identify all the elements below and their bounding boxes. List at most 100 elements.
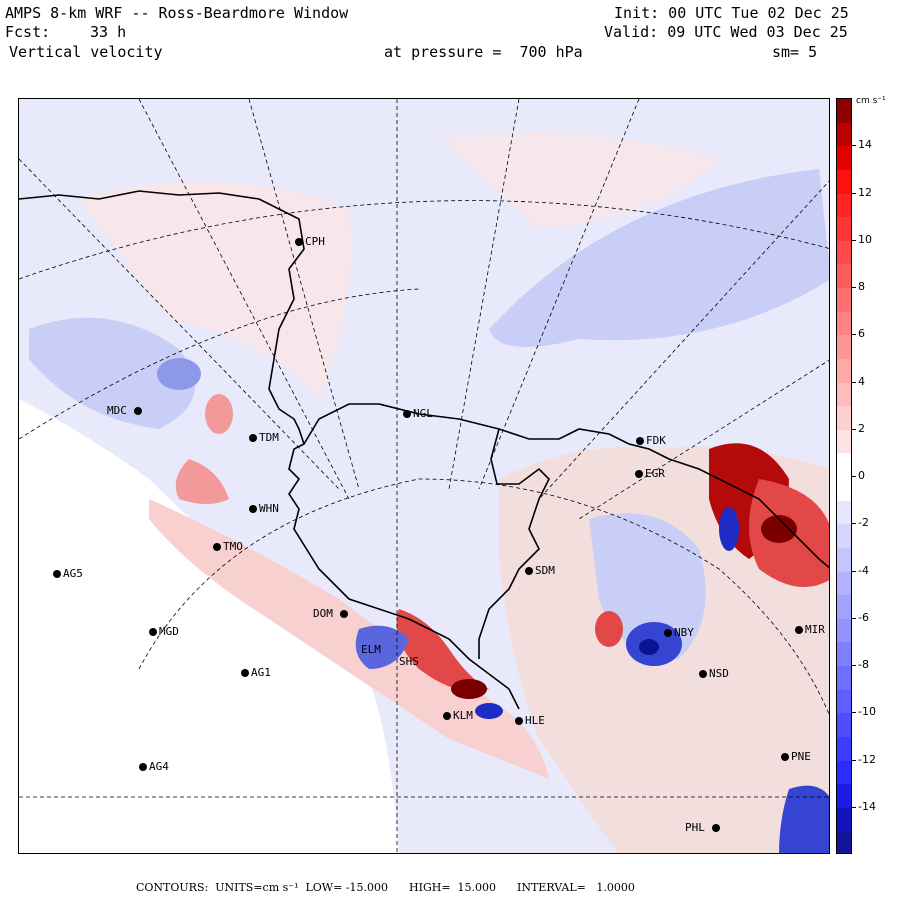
station-marker-icon	[515, 717, 523, 725]
station-marker-icon	[635, 470, 643, 478]
station-egr: EGR	[635, 468, 665, 480]
station-marker-icon	[636, 437, 644, 445]
positive-band-coast	[149, 499, 549, 779]
color-scale-segment	[837, 524, 851, 549]
color-scale-tick-mark	[852, 712, 856, 714]
color-scale-tick-mark	[852, 334, 856, 336]
color-scale-segment	[837, 642, 851, 667]
negative-area-west	[29, 317, 195, 429]
negative-band-ne	[489, 169, 829, 347]
color-scale-segment	[837, 169, 851, 194]
color-scale-segment	[837, 406, 851, 431]
station-ngl: NGL	[403, 408, 433, 420]
station-klm: KLM	[443, 710, 473, 722]
color-scale-tick-mark	[852, 381, 856, 383]
station-pne: PNE	[781, 751, 811, 763]
color-scale-bar	[836, 98, 852, 854]
color-scale-tick-label: 2	[858, 421, 865, 435]
station-marker-icon	[781, 753, 789, 761]
station-marker-icon	[443, 712, 451, 720]
negative-max-ross	[475, 703, 503, 719]
station-dom: DOM	[313, 608, 350, 620]
color-scale-tick-label: -6	[858, 610, 869, 624]
color-scale-tick-mark	[852, 428, 856, 430]
station-cph: CPH	[295, 236, 325, 248]
color-scale-segment	[837, 264, 851, 289]
station-marker-icon	[295, 238, 303, 246]
color-scale-tick-label: -14	[858, 799, 876, 813]
station-elm: ELM	[361, 643, 381, 656]
color-scale-tick-mark	[852, 759, 856, 761]
negative-core-fdk	[719, 507, 739, 551]
positive-cell-mdc	[205, 394, 233, 434]
color-scale-segment	[837, 122, 851, 147]
color-scale-tick-mark	[852, 665, 856, 666]
color-scale-tick-label: 12	[858, 185, 872, 199]
color-scale-tick-mark	[852, 523, 856, 525]
color-scale-segment	[837, 453, 851, 478]
color-scale-segment	[837, 618, 851, 643]
station-mdc: MDC	[107, 405, 144, 417]
station-marker-icon	[795, 626, 803, 634]
station-nby: NBY	[664, 627, 694, 639]
station-marker-icon	[53, 570, 61, 578]
color-scale-segment	[837, 429, 851, 454]
station-ag4: AG4	[139, 761, 169, 773]
color-scale-segment	[837, 358, 851, 383]
smoothing-value: sm= 5	[772, 43, 818, 61]
station-nsd: NSD	[699, 668, 729, 680]
color-scale-segment	[837, 666, 851, 691]
station-marker-icon	[711, 824, 720, 832]
station-marker-icon	[139, 763, 147, 771]
positive-core-ross	[396, 609, 489, 692]
pressure-level: at pressure = 700 hPa	[384, 43, 583, 61]
forecast-label: Fcst:	[5, 23, 51, 41]
color-scale-tick-label: 14	[858, 138, 872, 152]
station-mir: MIR	[795, 624, 825, 636]
color-scale-tick-label: 0	[858, 469, 865, 482]
calm-region-south	[19, 519, 218, 853]
station-fdk: FDK	[636, 435, 666, 447]
station-phl: PHL	[685, 822, 722, 834]
color-scale-segment	[837, 99, 851, 124]
station-shs: SHS	[399, 655, 419, 668]
station-marker-icon	[213, 543, 221, 551]
color-scale-segment	[837, 217, 851, 242]
valid-time: Valid: 09 UTC Wed 03 Dec 25	[604, 23, 848, 41]
color-scale-tick-mark	[852, 617, 856, 619]
station-marker-icon	[699, 670, 707, 678]
station-marker-icon	[525, 567, 533, 575]
positive-cell-tdm	[175, 459, 229, 504]
color-scale-segment	[837, 193, 851, 218]
station-ag5: AG5	[53, 568, 83, 580]
station-sdm: SDM	[525, 565, 555, 577]
negative-core-southeast	[779, 785, 829, 853]
color-scale-tick-label: 4	[858, 374, 865, 388]
color-scale-segment	[837, 146, 851, 171]
station-whn: WHN	[249, 503, 279, 515]
color-scale-segment	[837, 477, 851, 502]
variable-name: Vertical velocity	[9, 43, 163, 61]
color-scale-tick-label: -2	[858, 516, 869, 530]
negative-core-west	[157, 358, 201, 390]
station-marker-icon	[339, 610, 348, 618]
color-scale-tick-label: 6	[858, 327, 865, 341]
station-mgd: MGD	[149, 626, 179, 638]
station-marker-icon	[664, 629, 672, 637]
color-scale-segment	[837, 288, 851, 313]
positive-max-ross	[451, 679, 487, 699]
color-scale-tick-label: 10	[858, 232, 872, 246]
coastline	[19, 190, 829, 710]
forecast-hour: 33 h	[90, 23, 127, 41]
map-panel: CPH NGL FDK EGR MDC TDM WHN TMO AG5 SDM …	[18, 98, 830, 854]
color-scale-segment	[837, 240, 851, 265]
map-title: AMPS 8-km WRF -- Ross-Beardmore Window	[5, 4, 349, 22]
color-scale-segment	[837, 784, 851, 809]
color-scale-tick-label: -8	[858, 658, 869, 671]
negative-max-nby	[639, 639, 659, 655]
color-scale-segment	[837, 571, 851, 596]
station-marker-icon	[149, 628, 157, 636]
weak-positive-band	[79, 181, 351, 399]
color-scale-segment	[837, 736, 851, 761]
color-scale-tick-label: -12	[858, 752, 876, 766]
